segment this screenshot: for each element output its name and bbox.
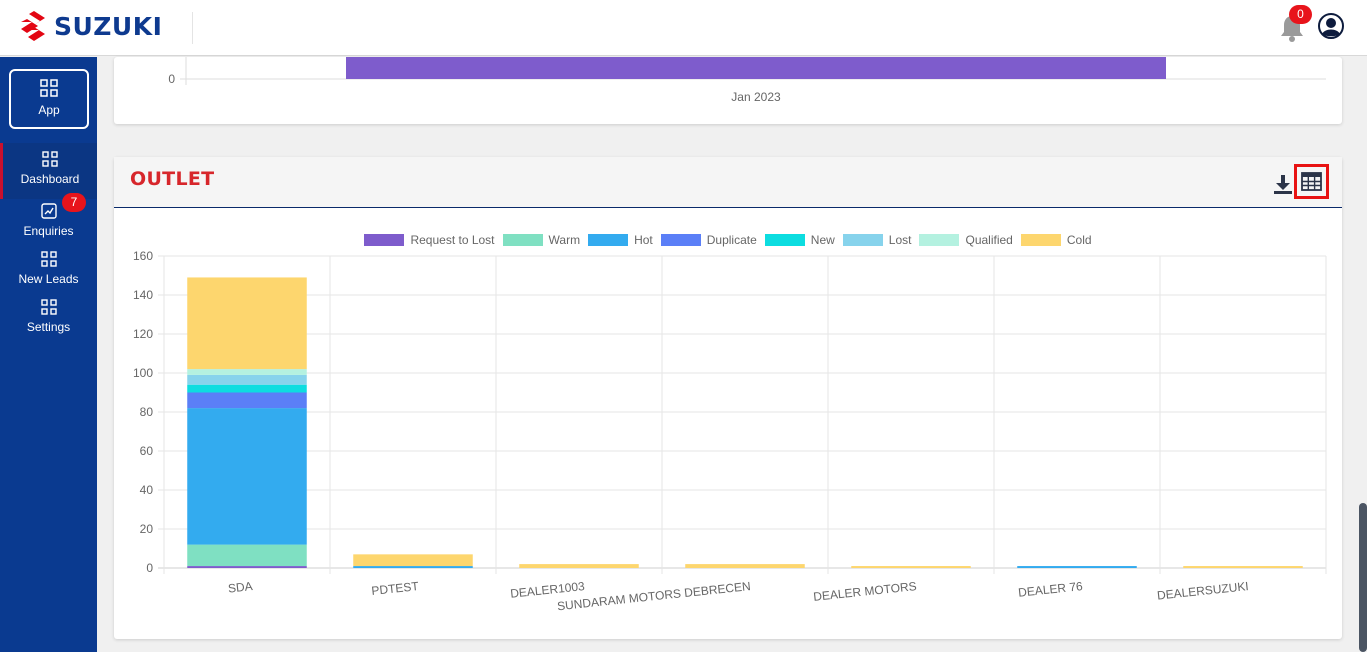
download-icon[interactable] bbox=[1272, 173, 1294, 195]
legend-label: Qualified bbox=[965, 233, 1013, 247]
legend-label: Warm bbox=[548, 233, 581, 247]
bar-segment[interactable] bbox=[187, 374, 307, 385]
page-scrollbar-thumb[interactable] bbox=[1359, 503, 1367, 652]
page-scrollbar-track[interactable] bbox=[1357, 57, 1367, 652]
legend-label: New bbox=[810, 233, 835, 247]
top-bar: SUZUKI 0 bbox=[0, 0, 1367, 56]
bar-segment[interactable] bbox=[187, 566, 307, 568]
x-tick-label: SDA bbox=[227, 579, 253, 596]
chart-legend: Request to Lost Warm Hot Duplicate New Lost Qu… bbox=[114, 232, 1342, 248]
brand-name: SUZUKI bbox=[54, 11, 163, 41]
legend-item[interactable]: Lost bbox=[842, 232, 912, 248]
legend-label: Duplicate bbox=[706, 233, 757, 247]
sidebar-app-label: App bbox=[38, 103, 60, 117]
y-tick-label: 60 bbox=[140, 444, 154, 458]
legend-item[interactable]: Duplicate bbox=[660, 232, 757, 248]
legend-label: Hot bbox=[634, 233, 653, 247]
table-view-button[interactable] bbox=[1294, 164, 1329, 199]
sidebar-item-enquiries[interactable]: Enquiries bbox=[0, 203, 97, 247]
sidebar-item-label: Settings bbox=[26, 320, 71, 334]
grid-icon bbox=[40, 79, 58, 97]
sidebar-item-label: Dashboard bbox=[20, 172, 80, 186]
legend-item[interactable]: Qualified bbox=[919, 232, 1013, 248]
grid-icon bbox=[40, 251, 57, 267]
suzuki-s-logo-icon bbox=[21, 11, 45, 41]
y-tick-label: 80 bbox=[140, 405, 154, 419]
y-tick-label: 120 bbox=[133, 327, 153, 341]
legend-item[interactable]: Cold bbox=[1020, 232, 1092, 248]
legend-label: Cold bbox=[1066, 233, 1092, 247]
monthly-bar[interactable] bbox=[346, 57, 1166, 79]
legend-item[interactable]: Hot bbox=[588, 232, 653, 248]
sidebar-item-new-leads[interactable]: New Leads bbox=[0, 251, 97, 295]
grid-icon bbox=[42, 151, 58, 167]
outlet-card: OUTLET Request to Lost Warm Hot Duplicate Ne… bbox=[114, 157, 1342, 639]
bar-segment[interactable] bbox=[519, 564, 639, 568]
sidebar-item-label: New Leads bbox=[18, 272, 79, 286]
legend-swatch bbox=[364, 234, 405, 246]
legend-swatch bbox=[1020, 234, 1061, 246]
monthly-chart: 0 Jan 2023 bbox=[168, 57, 1326, 104]
legend-swatch bbox=[502, 234, 543, 246]
legend-swatch bbox=[588, 234, 629, 246]
x-tick-label: DEALERSUZUKI bbox=[1156, 579, 1249, 603]
x-tick-label: Jan 2023 bbox=[731, 90, 781, 104]
monthly-chart-card: 0 Jan 2023 bbox=[114, 57, 1342, 124]
bar-segment[interactable] bbox=[187, 369, 307, 375]
bar-segment[interactable] bbox=[187, 277, 307, 370]
bar-segment[interactable] bbox=[1183, 566, 1303, 568]
bar-segment[interactable] bbox=[851, 566, 971, 568]
x-tick-label: SUNDARAM MOTORS DEBRECEN bbox=[556, 579, 751, 613]
enquiries-badge: 7 bbox=[62, 193, 86, 212]
y-tick-label: 0 bbox=[168, 72, 175, 86]
legend-label: Lost bbox=[888, 233, 912, 247]
outlet-card-header: OUTLET bbox=[114, 157, 1342, 208]
legend-swatch bbox=[764, 234, 805, 246]
card-title: OUTLET bbox=[130, 168, 215, 190]
sidebar: App Dashboard Enquiries 7 New Leads bbox=[0, 57, 97, 652]
legend-label: Request to Lost bbox=[410, 233, 495, 247]
notification-badge: 0 bbox=[1289, 5, 1312, 24]
bar-segment[interactable] bbox=[187, 384, 307, 393]
y-tick-label: 0 bbox=[146, 561, 153, 575]
legend-item[interactable]: Request to Lost bbox=[364, 232, 495, 248]
legend-swatch bbox=[919, 234, 960, 246]
y-tick-label: 160 bbox=[133, 249, 153, 263]
x-tick-label: DEALER MOTORS bbox=[813, 579, 918, 604]
bar-segment[interactable] bbox=[187, 392, 307, 409]
legend-swatch bbox=[660, 234, 701, 246]
chart-icon bbox=[40, 203, 57, 219]
y-tick-label: 40 bbox=[140, 483, 154, 497]
bar-segment[interactable] bbox=[1017, 566, 1137, 568]
bar-segment[interactable] bbox=[187, 408, 307, 545]
y-tick-label: 100 bbox=[133, 366, 153, 380]
x-tick-label: DEALER 76 bbox=[1018, 579, 1084, 600]
y-tick-label: 20 bbox=[140, 522, 154, 536]
legend-swatch bbox=[842, 234, 883, 246]
bar-segment[interactable] bbox=[187, 544, 307, 567]
bar-segment[interactable] bbox=[353, 566, 473, 568]
x-tick-label: PDTEST bbox=[371, 579, 420, 598]
sidebar-item-dashboard[interactable]: Dashboard bbox=[0, 143, 97, 199]
bar-segment[interactable] bbox=[353, 554, 473, 567]
legend-item[interactable]: Warm bbox=[502, 232, 581, 248]
user-profile-icon[interactable] bbox=[1318, 13, 1344, 39]
legend-item[interactable]: New bbox=[764, 232, 835, 248]
sidebar-item-settings[interactable]: Settings bbox=[0, 299, 97, 343]
grid-icon bbox=[40, 299, 57, 315]
header-divider bbox=[192, 12, 193, 44]
suzuki-logo[interactable]: SUZUKI bbox=[18, 10, 162, 42]
sidebar-item-label: Enquiries bbox=[23, 224, 74, 238]
y-tick-label: 140 bbox=[133, 288, 153, 302]
table-icon bbox=[1301, 172, 1322, 191]
bar-segment[interactable] bbox=[685, 564, 805, 568]
sidebar-app-button[interactable]: App bbox=[9, 69, 89, 129]
